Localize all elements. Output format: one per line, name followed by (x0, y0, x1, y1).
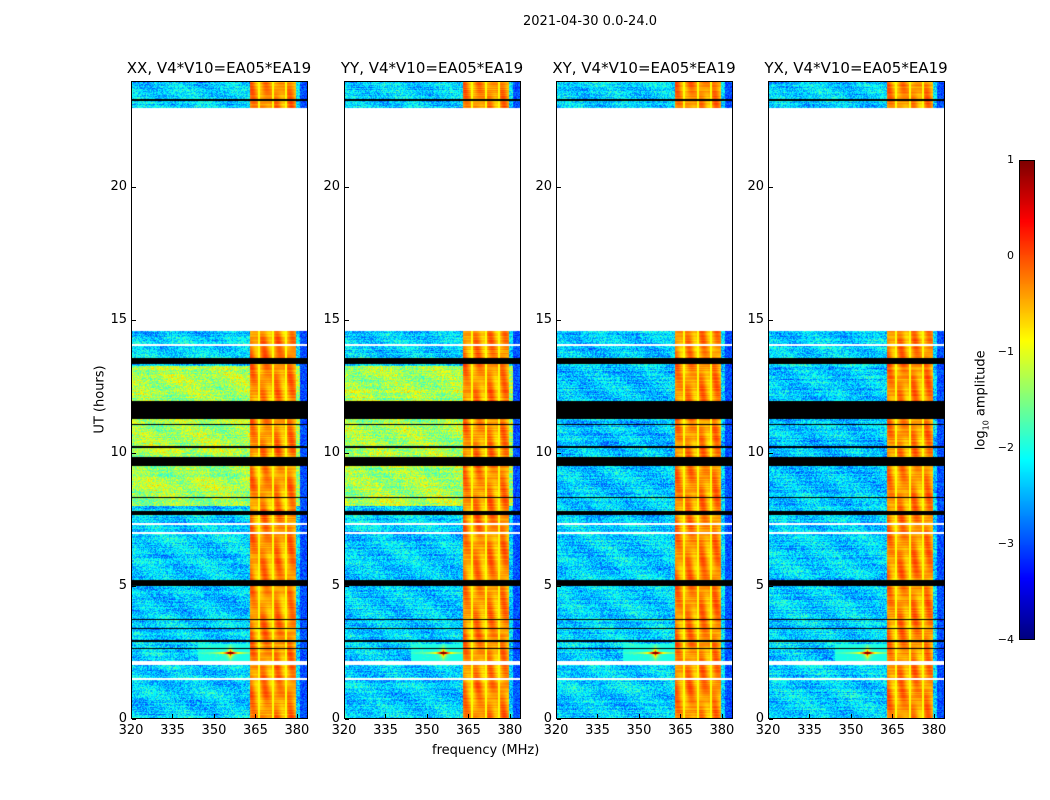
y-tick-mark (132, 719, 136, 720)
x-tick-mark (131, 714, 132, 718)
x-tick-label: 380 (709, 723, 735, 738)
y-tick-label: 0 (755, 711, 764, 726)
x-tick-mark (850, 714, 852, 718)
x-tick-mark (597, 714, 599, 718)
x-tick-label: 365 (456, 723, 481, 738)
spectrogram-panel-3 (768, 81, 945, 719)
y-tick-mark (345, 586, 349, 588)
y-tick-label: 20 (323, 179, 340, 195)
panel-title: YY, V4*V10=EA05*EA19 (340, 59, 524, 77)
y-tick-mark (132, 320, 136, 322)
y-tick-mark (769, 453, 773, 455)
x-tick-label: 350 (414, 723, 440, 738)
y-tick-mark (769, 586, 773, 588)
x-tick-label: 335 (160, 723, 185, 738)
y-tick-label: 5 (118, 578, 127, 594)
y-tick-mark (769, 187, 773, 189)
x-tick-mark (255, 714, 257, 718)
y-tick-mark (557, 453, 561, 455)
figure-title: 2021-04-30 0.0-24.0 (523, 14, 657, 29)
x-tick-label: 320 (755, 723, 781, 738)
colorbar-tick-label: 0 (1007, 249, 1014, 262)
x-tick-label: 335 (797, 723, 822, 738)
x-tick-mark (809, 714, 811, 718)
panel-title: YX, V4*V10=EA05*EA19 (764, 59, 948, 77)
spectrogram-panel-0 (131, 81, 308, 719)
spectrogram-panel-1 (344, 81, 521, 719)
y-tick-mark (345, 719, 349, 720)
x-tick-mark (933, 714, 935, 718)
y-tick-label: 0 (331, 711, 340, 726)
colorbar-tick-label: −3 (997, 537, 1014, 550)
colorbar-tick-label: −4 (997, 633, 1014, 646)
y-tick-label: 20 (747, 179, 764, 195)
x-tick-label: 365 (668, 723, 693, 738)
spectrogram-panel-2 (556, 81, 733, 719)
x-tick-label: 320 (331, 723, 357, 738)
x-tick-mark (172, 714, 174, 718)
x-tick-mark (426, 714, 428, 718)
y-tick-mark (557, 719, 561, 720)
y-tick-label: 0 (543, 711, 552, 726)
y-tick-label: 20 (535, 179, 552, 195)
y-axis-label: UT (hours) (92, 365, 108, 434)
y-tick-mark (557, 320, 561, 322)
x-tick-mark (509, 714, 511, 718)
y-tick-label: 15 (323, 312, 340, 328)
x-axis-label: frequency (MHz) (432, 743, 540, 758)
y-tick-label: 10 (323, 445, 340, 461)
x-tick-mark (638, 714, 640, 718)
x-tick-label: 350 (626, 723, 652, 738)
panel-title: XX, V4*V10=EA05*EA19 (126, 59, 312, 77)
y-tick-label: 15 (110, 312, 127, 328)
x-tick-mark (892, 714, 894, 718)
y-tick-label: 5 (543, 578, 552, 594)
y-tick-label: 10 (747, 445, 764, 461)
x-tick-mark (768, 714, 769, 718)
y-tick-label: 0 (118, 711, 127, 726)
y-tick-mark (132, 586, 136, 588)
x-tick-label: 380 (284, 723, 310, 738)
x-tick-mark (556, 714, 557, 718)
x-tick-mark (680, 714, 682, 718)
y-tick-mark (345, 453, 349, 455)
x-tick-label: 335 (585, 723, 610, 738)
y-tick-mark (132, 187, 136, 189)
x-tick-label: 380 (921, 723, 947, 738)
y-tick-mark (557, 187, 561, 189)
y-tick-label: 20 (110, 179, 127, 195)
y-tick-mark (769, 719, 773, 720)
y-tick-label: 5 (331, 578, 340, 594)
y-tick-mark (557, 586, 561, 588)
x-tick-mark (721, 714, 723, 718)
x-tick-label: 320 (543, 723, 569, 738)
y-tick-mark (132, 453, 136, 455)
x-tick-label: 320 (118, 723, 144, 738)
x-tick-mark (344, 714, 345, 718)
x-tick-label: 380 (497, 723, 523, 738)
x-tick-label: 350 (201, 723, 227, 738)
colorbar (1019, 160, 1035, 640)
y-tick-label: 15 (535, 312, 552, 328)
y-tick-label: 5 (755, 578, 764, 594)
colorbar-tick-label: −2 (997, 441, 1014, 454)
x-tick-label: 365 (243, 723, 268, 738)
x-tick-mark (385, 714, 387, 718)
colorbar-tick-label: −1 (997, 345, 1014, 358)
x-tick-label: 350 (838, 723, 864, 738)
panel-title: XY, V4*V10=EA05*EA19 (552, 59, 736, 77)
y-tick-mark (345, 187, 349, 189)
x-tick-mark (213, 714, 215, 718)
x-tick-mark (296, 714, 298, 718)
y-tick-mark (345, 320, 349, 322)
y-tick-label: 10 (535, 445, 552, 461)
x-tick-label: 365 (880, 723, 905, 738)
colorbar-tick-label: 1 (1007, 153, 1014, 166)
x-tick-label: 335 (373, 723, 398, 738)
y-tick-label: 15 (747, 312, 764, 328)
x-tick-mark (468, 714, 470, 718)
y-tick-mark (769, 320, 773, 322)
y-tick-label: 10 (110, 445, 127, 461)
